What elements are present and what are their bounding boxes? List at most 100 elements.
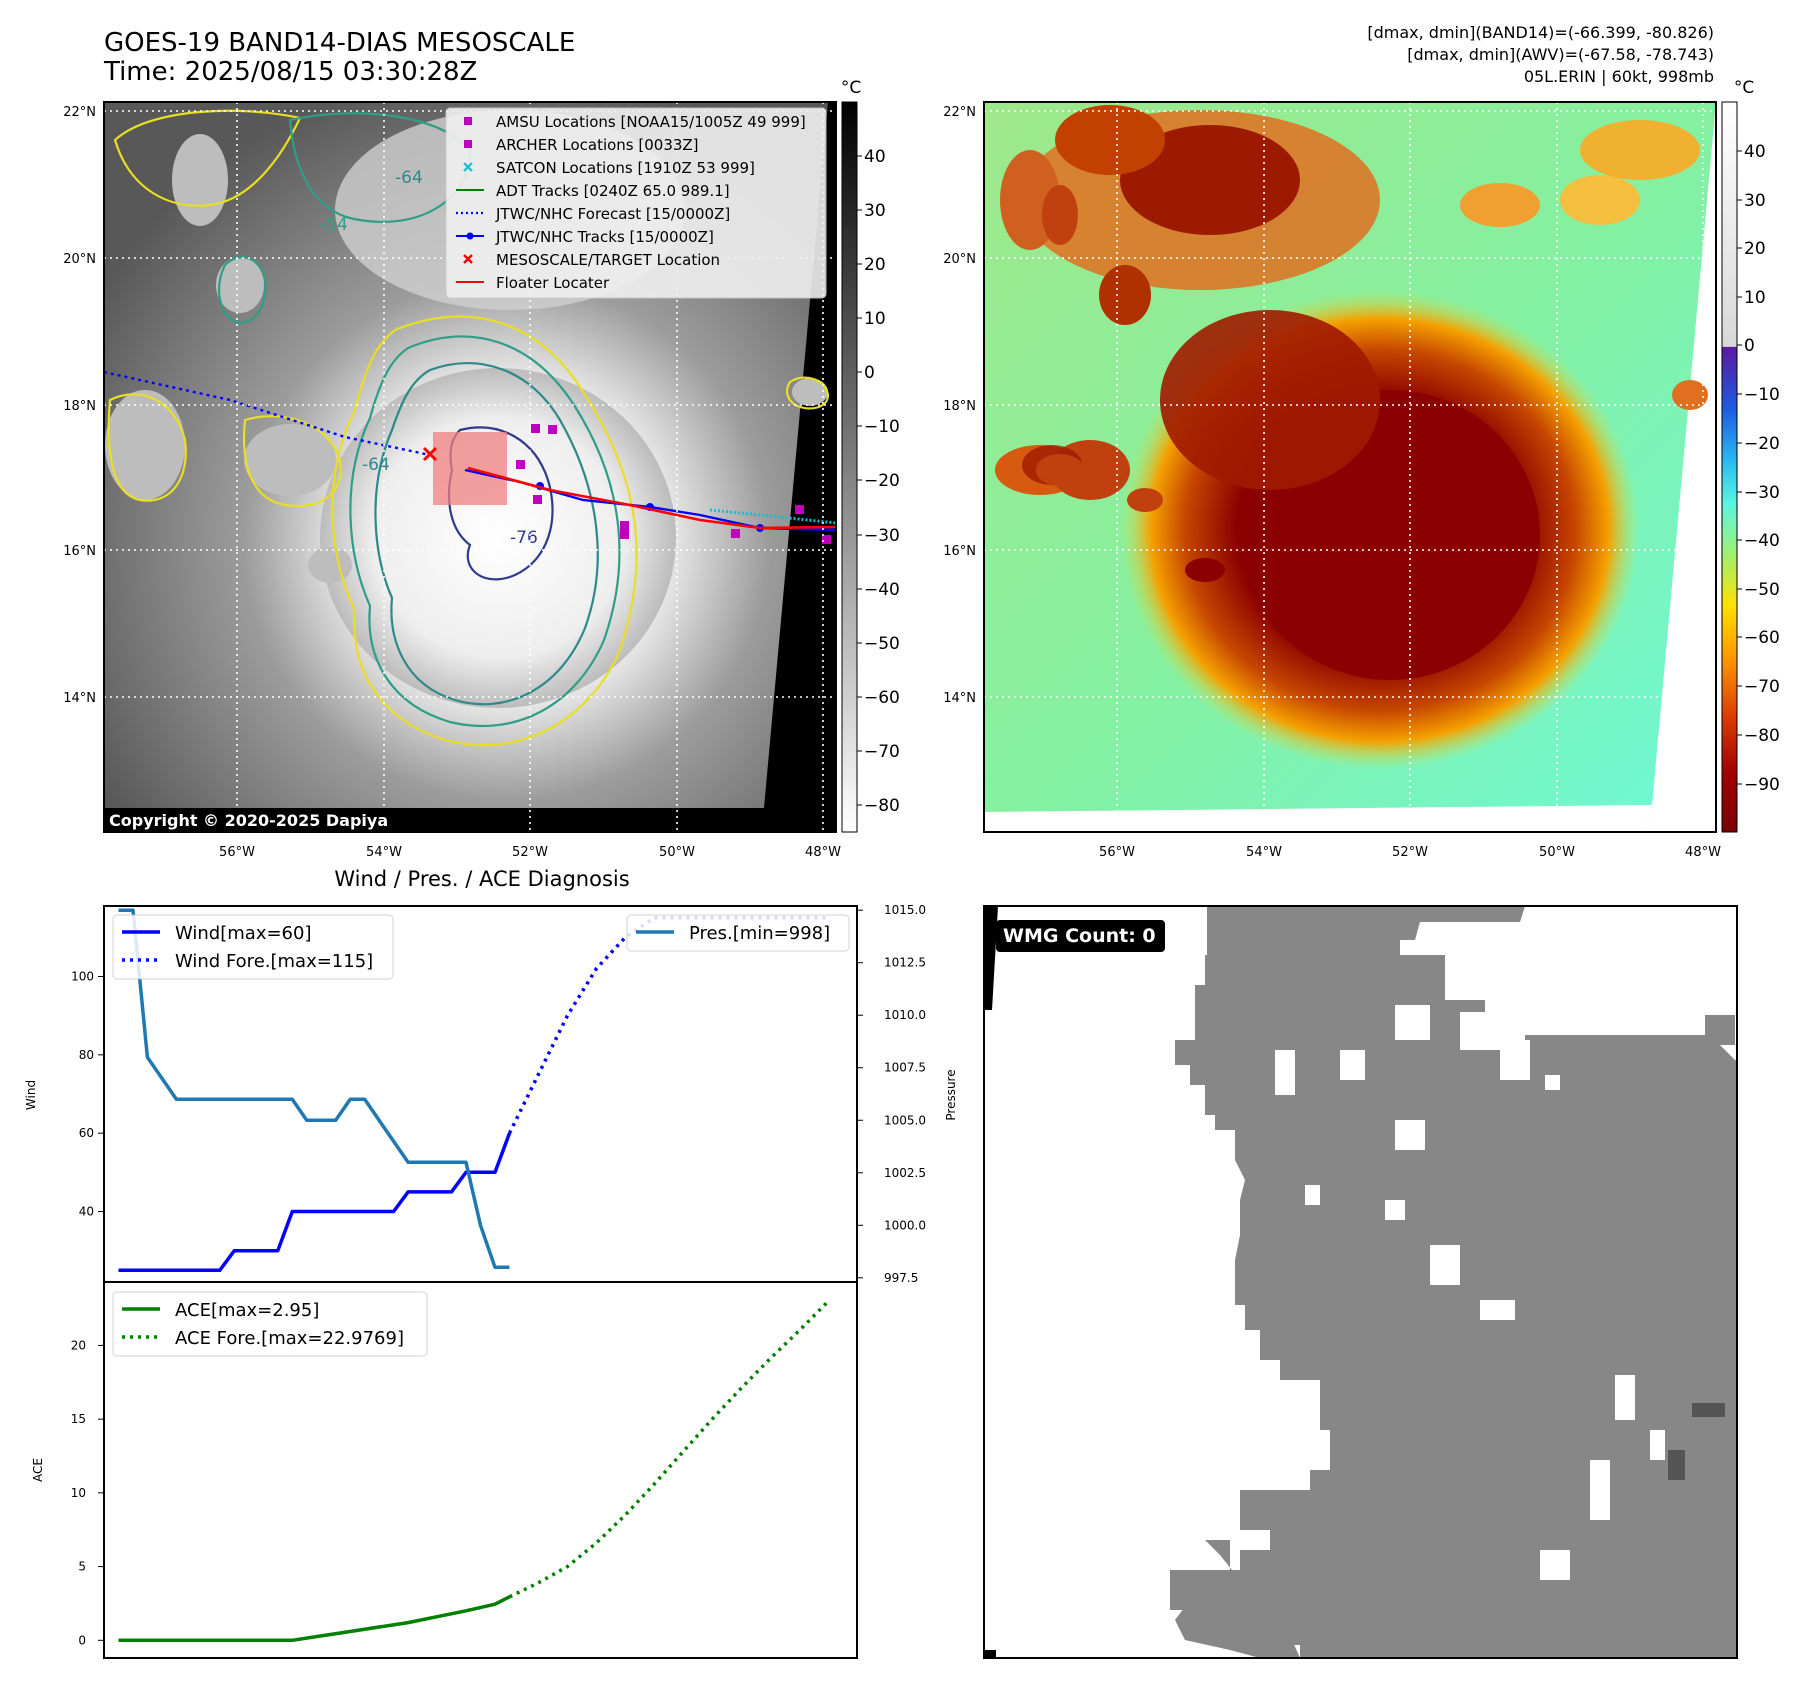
legend-ace: ACE[max=2.95] [175, 1300, 319, 1321]
copyright-label: Copyright © 2020-2025 Dapiya [104, 808, 400, 833]
color-colorbar-tick-label: −70 [1744, 677, 1780, 697]
map-b-frame [983, 101, 1717, 833]
wmg-panel [984, 906, 1737, 1658]
pressure-ylabel: Pressure [944, 1069, 958, 1120]
gray-colorbar-tick-label: −40 [864, 580, 900, 600]
legend-tracks: JTWC/NHC Tracks [15/0000Z] [495, 228, 714, 246]
ace-tick-label: 0 [78, 1633, 86, 1647]
figure-time: Time: 2025/08/15 03:30:28Z [103, 57, 477, 87]
ace-plot: 20 15 10 5 0 [71, 1300, 830, 1647]
color-colorbar-tick-label: −20 [1744, 434, 1780, 454]
map-a-lon-52: 52°W [512, 845, 548, 860]
color-colorbar-tick-label: −30 [1744, 483, 1780, 503]
map-b-lat-14: 14°N [943, 691, 976, 706]
pressure-plot: 1015.0 1012.5 1010.0 1007.5 1005.0 1002.5 1000… [118, 903, 926, 1285]
pressure-tick-label: 997.5 [884, 1271, 918, 1285]
pressure-tick-label: 1000.0 [884, 1218, 926, 1232]
color-colorbar-tick-label: −50 [1744, 580, 1780, 600]
gray-colorbar-tick-label: 20 [864, 255, 886, 275]
ace-legend: ACE[max=2.95] ACE Fore.[max=22.9769] [112, 1291, 428, 1357]
wind-legend: Wind[max=60] Wind Fore.[max=115] [112, 914, 394, 980]
floater-locator [467, 466, 836, 530]
legend-wind-fore: Wind Fore.[max=115] [175, 951, 373, 972]
wmg-count-badge: WMG Count: 0 [996, 920, 1165, 952]
map-b-lat-20: 20°N [943, 252, 976, 267]
color-colorbar-tick-label: 40 [1744, 142, 1766, 162]
color-colorbar-tick-label: −80 [1744, 726, 1780, 746]
map-b-lon-48: 48°W [1685, 845, 1721, 860]
map-b-lat-18: 18°N [943, 399, 976, 414]
color-colorbar-tick-label: 20 [1744, 239, 1766, 259]
gray-colorbar-tick-label: 30 [864, 201, 886, 221]
map-b-lon-50: 50°W [1539, 845, 1575, 860]
stats-band14: [dmax, dmin](BAND14)=(-66.399, -80.826) [1367, 23, 1714, 42]
wmg-frame [983, 905, 1738, 1659]
wind-tick-label: 80 [79, 1048, 94, 1062]
map-a-lon-54: 54°W [366, 845, 402, 860]
map-a-lat-20: 20°N [63, 252, 96, 267]
pressure-tick-label: 1015.0 [884, 903, 926, 917]
legend-pres: Pres.[min=998] [689, 923, 830, 944]
legend-amsu: AMSU Locations [NOAA15/1005Z 49 999] [496, 113, 806, 131]
gray-colorbar-tick-label: 10 [864, 309, 886, 329]
stats-awv: [dmax, dmin](AWV)=(-67.58, -78.743) [1407, 45, 1714, 64]
awv-map-panel [984, 102, 1716, 832]
legend-satcon: SATCON Locations [1910Z 53 999] [496, 159, 755, 177]
figure-title: GOES-19 BAND14-DIAS MESOSCALE [104, 28, 575, 58]
wind-series-0 [118, 1132, 512, 1273]
color-colorbar-tick-label: 10 [1744, 288, 1766, 308]
map-a-lat-22: 22°N [63, 105, 96, 120]
map-a-lon-48: 48°W [805, 845, 841, 860]
gray-colorbar-unit: °C [841, 78, 861, 98]
color-colorbar-tick-label: −90 [1744, 775, 1780, 795]
color-colorbar-tick-label: 0 [1744, 336, 1755, 356]
amsu-archer-markers [516, 424, 831, 544]
color-colorbar-tick-label: −10 [1744, 385, 1780, 405]
map-b-gridlines [984, 102, 1716, 832]
color-colorbar-tick-label: −60 [1744, 628, 1780, 648]
map-a-lon-56: 56°W [219, 845, 255, 860]
map-a-lat-16: 16°N [63, 544, 96, 559]
map-b-lat-16: 16°N [943, 544, 976, 559]
gray-colorbar-tick-label: 40 [864, 147, 886, 167]
gray-colorbar-tick-label: 0 [864, 363, 875, 383]
map-b-lon-52: 52°W [1392, 845, 1428, 860]
diagnosis-title: Wind / Pres. / ACE Diagnosis [334, 867, 629, 891]
legend-floater: Floater Locater [496, 274, 610, 292]
wind-tick-label: 40 [79, 1205, 94, 1219]
stats-storm: 05L.ERIN | 60kt, 998mb [1524, 67, 1714, 86]
color-colorbar-tick-label: 30 [1744, 191, 1766, 211]
forecast-track [104, 370, 431, 457]
pressure-tick-label: 1002.5 [884, 1166, 926, 1180]
map-a-lat-18: 18°N [63, 399, 96, 414]
ace-series-1 [508, 1300, 830, 1599]
pressure-tick-label: 1005.0 [884, 1113, 926, 1127]
map-a-lat-14: 14°N [63, 691, 96, 706]
ace-tick-label: 10 [71, 1486, 86, 1500]
gray-colorbar-tick-label: −60 [864, 688, 900, 708]
contour-label-4: -76 [510, 528, 538, 548]
legend-target: MESOSCALE/TARGET Location [496, 251, 720, 269]
pressure-tick-label: 1012.5 [884, 956, 926, 970]
ace-tick-label: 20 [71, 1338, 86, 1352]
map-a-lon-50: 50°W [659, 845, 695, 860]
wind-tick-label: 60 [79, 1126, 94, 1140]
contour-label-2: -54 [320, 215, 348, 235]
gray-colorbar-tick-label: −50 [864, 634, 900, 654]
color-colorbar-ticks: 40 30 20 10 0 −10 −20 −30 −40 −50 −60 −70 −80 −90 [1737, 142, 1780, 795]
gray-colorbar-tick-label: −10 [864, 417, 900, 437]
gray-colorbar [841, 101, 858, 833]
map-b-lon-54: 54°W [1246, 845, 1282, 860]
legend-forecast: JTWC/NHC Forecast [15/0000Z] [495, 205, 730, 223]
color-colorbar [1721, 101, 1738, 833]
color-colorbar-unit: °C [1734, 78, 1754, 98]
pressure-series-0 [118, 908, 510, 1270]
satcon-points [709, 508, 836, 525]
pressure-tick-label: 1010.0 [884, 1008, 926, 1022]
gray-colorbar-tick-label: −80 [864, 796, 900, 816]
wind-ylabel: Wind [24, 1080, 38, 1110]
map-b-lat-22: 22°N [943, 105, 976, 120]
map-b-lon-56: 56°W [1099, 845, 1135, 860]
gray-colorbar-tick-label: −30 [864, 526, 900, 546]
pressure-legend: Pres.[min=998] [626, 914, 850, 952]
